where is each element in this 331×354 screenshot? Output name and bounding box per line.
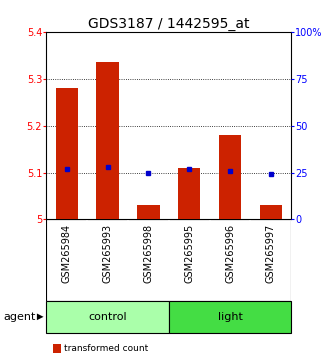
Text: GSM265995: GSM265995 <box>184 224 194 283</box>
Text: GSM265997: GSM265997 <box>266 224 276 283</box>
Title: GDS3187 / 1442595_at: GDS3187 / 1442595_at <box>88 17 250 31</box>
Text: GSM265993: GSM265993 <box>103 224 113 283</box>
Text: transformed count: transformed count <box>64 344 148 353</box>
Bar <box>96 62 119 219</box>
Bar <box>137 205 160 219</box>
Bar <box>260 205 282 219</box>
Bar <box>169 301 291 333</box>
Bar <box>56 88 78 219</box>
Text: GSM265996: GSM265996 <box>225 224 235 283</box>
Text: agent: agent <box>3 312 36 322</box>
Bar <box>178 168 201 219</box>
Bar <box>219 135 241 219</box>
Text: GSM265998: GSM265998 <box>143 224 153 283</box>
Text: light: light <box>217 312 243 322</box>
Text: control: control <box>88 312 127 322</box>
Bar <box>46 301 169 333</box>
Text: GSM265984: GSM265984 <box>62 224 72 283</box>
